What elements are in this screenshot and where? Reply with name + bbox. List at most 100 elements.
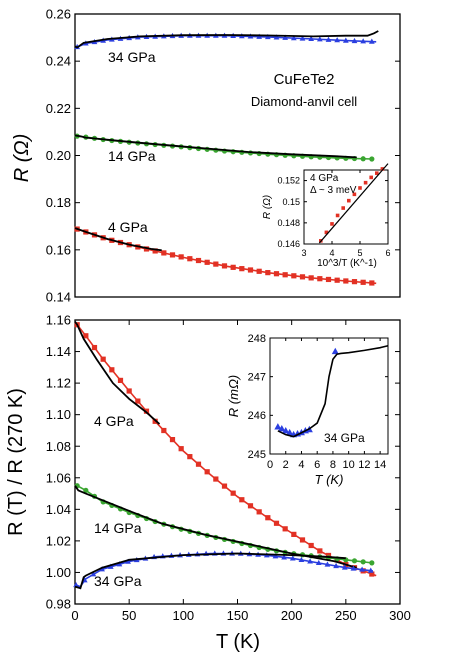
y-tick-label: 0.146 (277, 239, 300, 249)
x-tick-label: 2 (283, 459, 289, 471)
data-point-34-gpa (99, 566, 105, 572)
fit-line-4-gpa (74, 321, 161, 425)
data-point-34-gpa (341, 564, 348, 570)
inset-bottom-data-point (274, 423, 282, 430)
x-tick-label: 0 (71, 608, 78, 623)
data-point-4-gpa (282, 272, 288, 278)
y-tick-label: 1.08 (46, 439, 71, 454)
inset-bottom-label: 34 GPa (324, 431, 365, 445)
x-tick-label: 5 (357, 248, 362, 258)
fit-line-34-gpa (74, 552, 346, 590)
inset-top-axes: 0.146 0.148 0.15 0.152 3 4 5 6 (277, 170, 391, 258)
data-point-14-gpa (369, 560, 375, 566)
data-point-4-gpa (109, 367, 115, 373)
data-point-14-gpa (351, 558, 358, 564)
data-point-34-gpa (307, 558, 313, 564)
data-point-34-gpa (350, 565, 357, 571)
panel-bottom: 0.98 1.00 1.02 1.04 1.06 1.08 1.10 1.12 1.14 1.16… (5, 313, 411, 653)
data-point-34-gpa (298, 556, 305, 563)
y-tick-label: 0.16 (46, 242, 71, 257)
y-tick-label: 0.18 (46, 195, 71, 210)
data-point-4-gpa (343, 278, 349, 284)
data-point-4-gpa (256, 509, 262, 515)
data-point-4-gpa (247, 267, 254, 273)
inset-top-data-point (330, 222, 334, 226)
y-tick-label: 0.14 (46, 290, 71, 305)
fit-line-14-gpa (74, 485, 357, 569)
panel-bottom-axes: 0.98 1.00 1.02 1.04 1.06 1.08 1.10 1.12 1.14 1.16… (46, 313, 411, 623)
label-4gpa-bottom: 4 GPa (94, 413, 134, 429)
data-point-4-gpa (178, 446, 184, 452)
data-point-4-gpa (204, 469, 210, 475)
data-point-4-gpa (325, 276, 332, 283)
data-point-4-gpa (299, 274, 306, 280)
panel-top-series (74, 30, 379, 286)
inset-top-data-point (375, 171, 379, 175)
x-tick-label: 50 (122, 608, 136, 623)
data-point-34-gpa (360, 38, 367, 44)
data-point-34-gpa (282, 34, 289, 40)
data-point-34-gpa (107, 563, 114, 569)
inset-bottom-series (274, 344, 389, 438)
y-tick-label: 1.04 (46, 502, 71, 517)
inset-bottom-fit-line (277, 344, 389, 438)
data-point-4-gpa (239, 266, 245, 272)
data-point-34-gpa (299, 35, 306, 41)
data-point-4-gpa (291, 531, 297, 537)
inset-top-label: 4 GPa (310, 173, 339, 184)
data-point-4-gpa (83, 333, 89, 339)
data-point-34-gpa (342, 37, 349, 43)
data-point-4-gpa (308, 542, 314, 549)
data-point-34-gpa (281, 554, 287, 560)
y-tick-label: 0.98 (46, 597, 71, 612)
inset-bottom-x-label: T (K) (315, 472, 344, 487)
data-point-4-gpa (187, 256, 193, 262)
data-point-4-gpa (265, 270, 271, 276)
inset-top-fit-line (318, 163, 389, 244)
x-tick-label: 10 (343, 459, 355, 471)
inset-bottom-data-point (286, 428, 294, 436)
data-point-34-gpa (264, 33, 271, 40)
x-tick-label: 6 (314, 459, 320, 471)
y-tick-label: 0.20 (46, 148, 71, 163)
fit-line-14-gpa (74, 134, 357, 159)
inset-bottom-data-point (282, 426, 290, 434)
x-tick-label: 300 (389, 608, 411, 623)
data-point-4-gpa (126, 388, 132, 394)
data-point-4-gpa (230, 264, 236, 270)
y-tick-label: 1.14 (46, 344, 71, 359)
data-point-4-gpa (265, 515, 271, 521)
data-point-4-gpa (282, 526, 288, 532)
data-point-4-gpa (317, 276, 323, 282)
data-point-34-gpa (116, 561, 123, 567)
x-tick-label: 8 (330, 459, 336, 471)
y-tick-label: 245 (248, 449, 266, 461)
data-point-4-gpa (152, 248, 158, 254)
y-tick-label: 1.10 (46, 407, 71, 422)
inset-top-data-point (352, 192, 357, 197)
panel-top: 0.14 0.16 0.18 0.20 0.22 0.24 0.26 R (Ω) CuFeT… (11, 7, 401, 305)
data-point-4-gpa (239, 497, 245, 503)
data-point-4-gpa (204, 259, 210, 265)
inset-top-y-label: R (Ω) (262, 195, 273, 219)
label-34gpa-bottom: 34 GPa (94, 573, 142, 589)
inset-top-data-point (324, 230, 329, 235)
data-point-4-gpa (273, 520, 280, 526)
data-point-34-gpa (324, 561, 331, 567)
x-tick-label: 4 (298, 459, 304, 471)
data-point-4-gpa (299, 537, 306, 543)
data-point-34-gpa (359, 566, 365, 572)
data-point-34-gpa (351, 37, 358, 44)
y-tick-label: 1.12 (46, 376, 71, 391)
inset-top-note: Δ ~ 3 meV (310, 185, 357, 196)
data-point-4-gpa (187, 454, 193, 460)
x-tick-label: 100 (172, 608, 194, 623)
data-point-34-gpa (334, 37, 341, 43)
y-tick-label: 1.02 (46, 533, 71, 548)
fit-line-4-gpa (74, 227, 162, 252)
data-point-34-gpa (315, 559, 322, 566)
